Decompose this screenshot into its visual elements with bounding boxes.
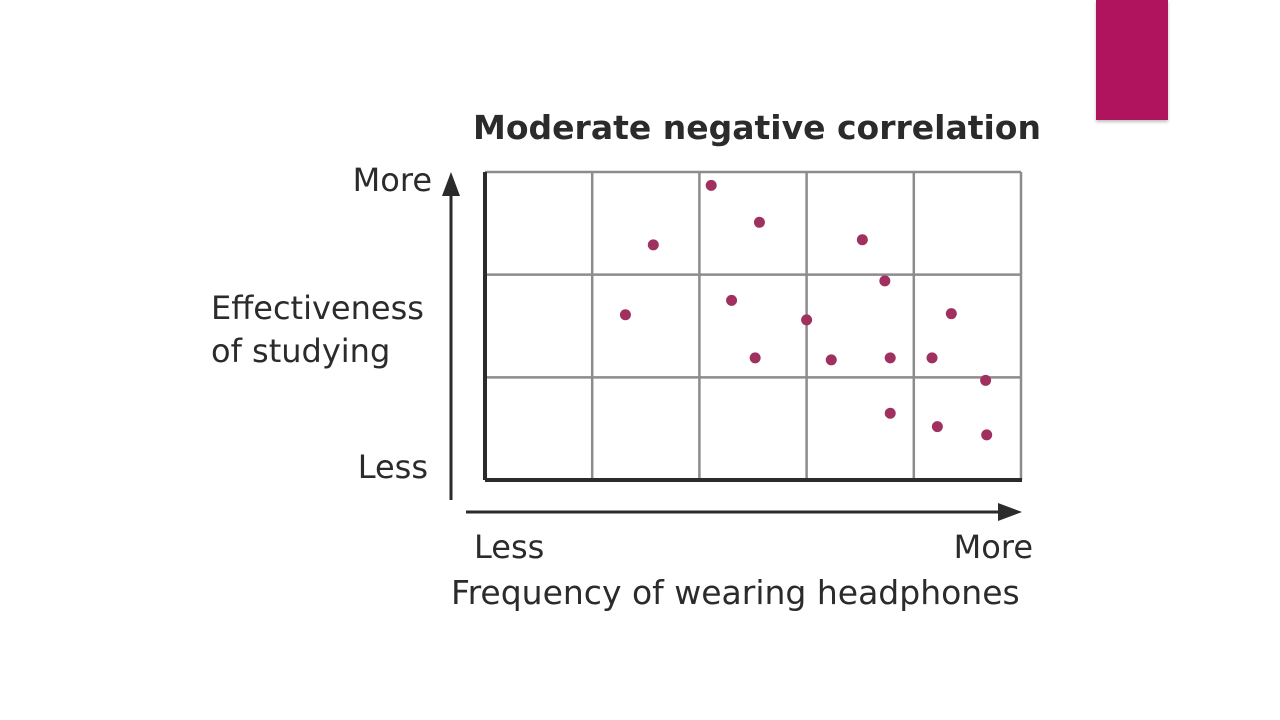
data-point: [753, 216, 765, 228]
data-point: [825, 354, 837, 366]
x-axis-label: Frequency of wearing headphones: [451, 573, 1020, 612]
y-tick-label-low: Less: [358, 448, 428, 486]
grid: [485, 170, 1023, 480]
data-point: [705, 179, 717, 191]
y-axis-label-line-2: of studying: [211, 332, 390, 370]
data-point: [801, 314, 813, 326]
data-point: [856, 234, 868, 246]
x-axis-arrow-icon: [998, 503, 1022, 521]
data-point: [981, 429, 993, 441]
accent-bar: [1096, 0, 1168, 120]
data-point: [980, 374, 992, 386]
y-tick-label-high: More: [353, 161, 432, 199]
data-points: [619, 179, 993, 441]
data-point: [884, 407, 896, 419]
y-axis-arrow-icon: [442, 172, 460, 196]
y-axis-label-line-1: Effectiveness: [211, 289, 424, 327]
data-point: [926, 352, 938, 364]
data-point: [884, 352, 896, 364]
x-tick-label-high: More: [954, 528, 1033, 566]
data-point: [647, 239, 659, 251]
data-point: [879, 275, 891, 287]
data-point: [749, 352, 761, 364]
data-point: [931, 421, 943, 433]
data-point: [945, 308, 957, 320]
x-tick-label-low: Less: [474, 528, 544, 566]
data-point: [726, 294, 738, 306]
data-point: [619, 309, 631, 321]
chart-title: Moderate negative correlation: [473, 108, 1041, 147]
